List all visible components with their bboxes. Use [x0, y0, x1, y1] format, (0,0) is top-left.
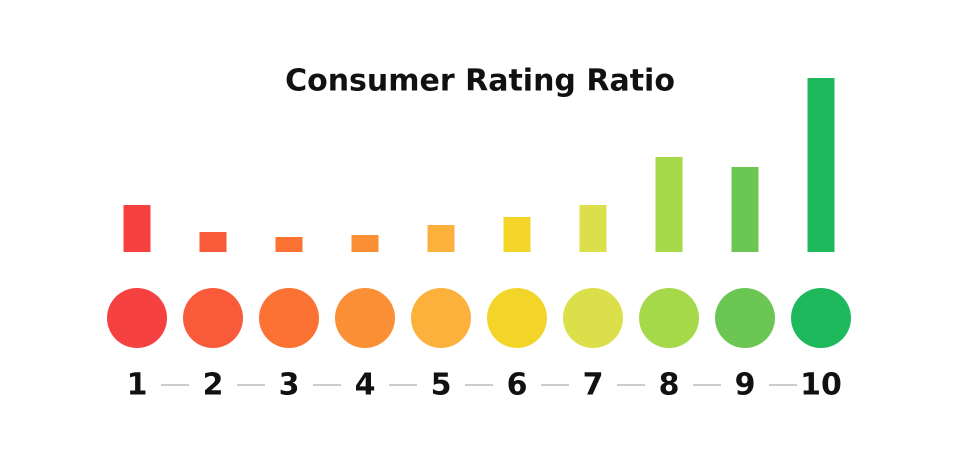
rating-circle: [411, 288, 471, 348]
rating-label: 7: [583, 368, 604, 403]
rating-label: 3: [279, 368, 300, 403]
bar: [199, 232, 227, 252]
rating-label: 4: [355, 368, 376, 403]
rating-label: 9: [735, 368, 756, 403]
rating-circle: [259, 288, 319, 348]
bar: [655, 157, 683, 252]
rating-circle: [183, 288, 243, 348]
rating-label: 6: [507, 368, 528, 403]
rating-label: 10: [800, 368, 842, 403]
rating-label: 1: [127, 368, 148, 403]
rating-label: 2: [203, 368, 224, 403]
rating-circle: [639, 288, 699, 348]
bar: [351, 235, 379, 252]
rating-circle: [791, 288, 851, 348]
bar: [427, 225, 455, 252]
rating-circle: [715, 288, 775, 348]
rating-circle: [563, 288, 623, 348]
bar: [579, 205, 607, 252]
bar: [275, 237, 303, 252]
chart-title: Consumer Rating Ratio: [285, 64, 675, 99]
rating-circle: [487, 288, 547, 348]
rating-label: 5: [431, 368, 452, 403]
rating-label: 8: [659, 368, 680, 403]
rating-circle: [107, 288, 167, 348]
bar: [807, 78, 835, 252]
rating-circle: [335, 288, 395, 348]
bar: [123, 205, 151, 252]
bar: [503, 217, 531, 252]
bar: [731, 167, 759, 252]
